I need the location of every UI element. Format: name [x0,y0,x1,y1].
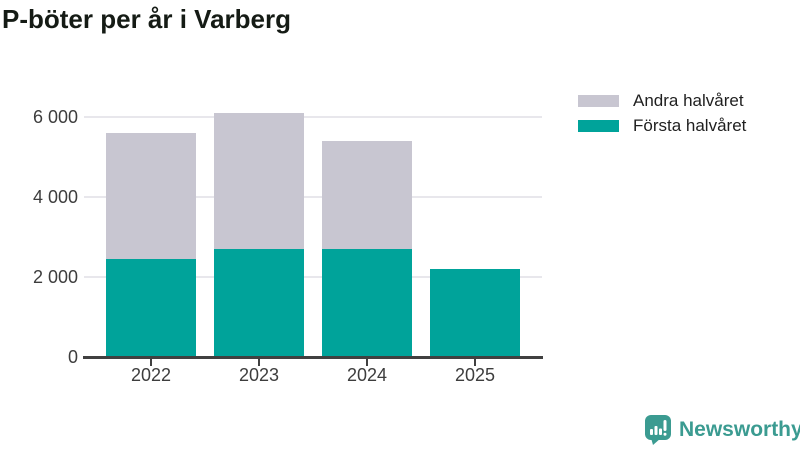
x-axis-line [83,356,543,359]
x-axis-tick-2023 [258,359,260,366]
bar-segment-2024-andra-halvåret [322,141,412,249]
gridline-2000 [84,276,542,278]
x-axis-tick-2022 [150,359,152,366]
legend-label-0: Andra halvåret [633,90,744,110]
gridline-6000 [84,116,542,118]
legend-item-andra-halvåret: Andra halvåret [578,88,746,113]
x-axis-tick-2024 [366,359,368,366]
bar-segment-2024-första-halvåret [322,249,412,357]
legend-item-första-halvåret: Första halvåret [578,113,746,138]
x-axis-tick-label-2022: 2022 [130,365,172,385]
bar-group-2025 [430,269,520,357]
chart-plot-area [84,97,542,357]
y-axis-tick-label-4000: 4 000 [32,187,78,207]
legend-swatch-1 [578,119,619,132]
gridline-4000 [84,196,542,198]
y-axis-tick-label-2000: 2 000 [32,267,78,287]
chart-legend: Andra halvåret Första halvåret [578,88,746,138]
newsworthy-logo[interactable]: Newsworthy [644,414,800,445]
x-axis-tick-label-2025: 2025 [454,365,496,385]
legend-swatch-0 [578,94,619,107]
x-axis-tick-2025 [474,359,476,366]
x-axis-tick-label-2024: 2024 [346,365,388,385]
bar-segment-2022-första-halvåret [106,259,196,357]
y-axis-tick-label-0: 0 [67,347,78,367]
x-axis-tick-label-2023: 2023 [238,365,280,385]
legend-label-1: Första halvåret [633,115,747,135]
bar-group-2023 [214,113,304,357]
bar-segment-2022-andra-halvåret [106,133,196,259]
newsworthy-logo-text: Newsworthy [679,417,800,441]
newsworthy-bars-icon [644,414,672,445]
bar-segment-2025-första-halvåret [430,269,520,357]
bar-group-2024 [322,141,412,357]
bar-group-2022 [106,133,196,357]
page-title: P-böter per år i Varberg [2,4,291,34]
y-axis-tick-label-6000: 6 000 [32,107,78,127]
bar-segment-2023-första-halvåret [214,249,304,357]
bar-segment-2023-andra-halvåret [214,113,304,249]
